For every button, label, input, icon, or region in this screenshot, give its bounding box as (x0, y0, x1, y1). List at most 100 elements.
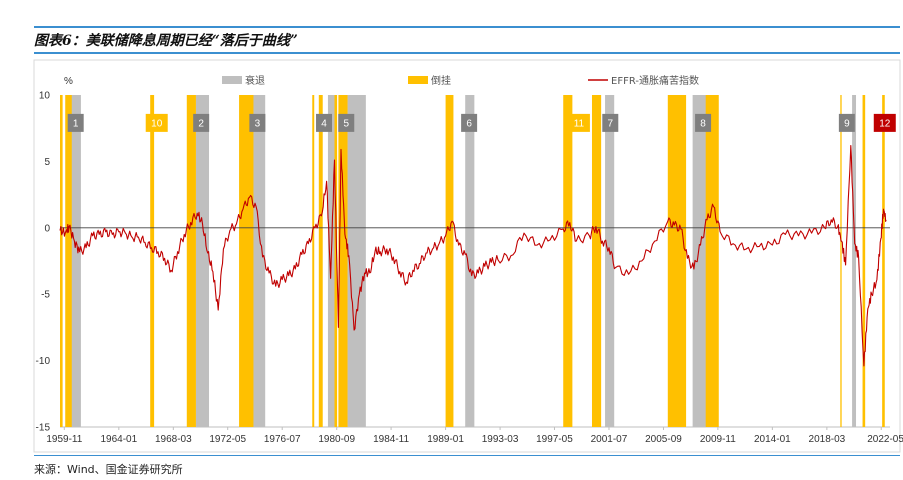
badge-label: 11 (574, 118, 585, 129)
recession-band (70, 95, 81, 427)
badge-box (67, 113, 84, 132)
inversion-band (882, 95, 885, 427)
inversion-band (862, 95, 866, 427)
badge-box (838, 113, 855, 132)
badge-label: 1 (73, 118, 79, 129)
inversion-band (667, 95, 687, 427)
y-axis: 10 5 0 -5 -10 -15% (36, 76, 73, 434)
legend-swatch (408, 76, 428, 84)
x-tick-label: 1980-09 (318, 434, 355, 445)
y-tick-label: -5 (41, 290, 50, 301)
badge-label: 6 (466, 118, 472, 129)
x-tick-label: 2014-01 (754, 434, 791, 445)
legend-item: EFFR-通胀痛苦指数 (588, 74, 699, 87)
badge-box (461, 113, 478, 132)
badge: 2 (193, 113, 210, 132)
x-tick-label: 1989-01 (427, 434, 464, 445)
x-tick-label: 1976-07 (264, 434, 301, 445)
inversion-band (239, 95, 254, 427)
x-tick-label: 1972-05 (209, 434, 246, 445)
badge: 1 (67, 113, 84, 132)
inversion-band (334, 95, 338, 427)
badge-label: 7 (608, 118, 614, 129)
series-line (59, 144, 887, 367)
legend-item: 衰退 (222, 74, 265, 87)
x-tick-label: 1968-03 (155, 434, 192, 445)
source-note: 来源：Wind、国金证券研究所 (34, 463, 183, 476)
badge: 6 (461, 113, 478, 132)
y-tick-label: 5 (44, 157, 50, 168)
recession-band (465, 95, 475, 427)
inversion-band (563, 95, 573, 427)
badge-label: 5 (343, 118, 349, 129)
badge: 4 (316, 113, 333, 132)
y-tick-label: 0 (44, 223, 50, 234)
period-badges: 1 10 2 3 4 5 6 11 7 8 9 12 (67, 113, 896, 132)
badge: 7 (602, 113, 619, 132)
inversion-band (840, 95, 842, 427)
badge-label: 12 (879, 118, 891, 129)
inversion-band (591, 95, 602, 427)
badge-box (316, 113, 333, 132)
badge: 10 (145, 113, 168, 132)
series-path (59, 144, 887, 367)
inversion-band (312, 95, 315, 427)
y-axis-unit: % (64, 76, 73, 87)
x-tick-label: 1993-03 (482, 434, 519, 445)
badge-label: 10 (151, 118, 163, 129)
y-tick-label: -15 (36, 423, 51, 434)
badge-label: 8 (700, 118, 706, 129)
x-tick-label: 1997-05 (536, 434, 573, 445)
recession-band (852, 95, 857, 427)
x-axis: 1959-11 1964-01 1968-03 1972-05 1976-07 1980-… (46, 427, 903, 445)
y-tick-label: 10 (39, 91, 51, 102)
x-tick-label: 1959-11 (46, 434, 82, 445)
inversion-band (705, 95, 719, 427)
x-tick-label: 2001-07 (591, 434, 628, 445)
badge-box (249, 113, 266, 132)
badge: 12 (873, 113, 896, 132)
badge-label: 3 (255, 118, 261, 129)
badge-box (338, 113, 355, 132)
chart-border (33, 59, 901, 453)
bottom-rule (34, 455, 900, 456)
x-tick-label: 2018-03 (809, 434, 846, 445)
inversion-band (186, 95, 196, 427)
inversion-bands (60, 95, 885, 427)
figure-title: 图表6：美联储降息周期已经“落后于曲线” (34, 30, 900, 54)
badge-box (873, 113, 896, 132)
x-tick-label: 1964-01 (100, 434, 137, 445)
recession-band (195, 95, 210, 427)
badge: 9 (838, 113, 855, 132)
badge-box (695, 113, 712, 132)
badge: 3 (249, 113, 266, 132)
inversion-band (150, 95, 155, 427)
badge: 11 (567, 113, 590, 132)
x-tick-label: 1984-11 (373, 434, 409, 445)
badge-label: 2 (198, 118, 204, 129)
inversion-band (65, 95, 72, 427)
top-rule (34, 26, 900, 28)
legend-label: 倒挂 (431, 74, 451, 87)
recession-band (605, 95, 615, 427)
badge-box (145, 113, 168, 132)
legend-label: EFFR-通胀痛苦指数 (611, 74, 699, 87)
inversion-band (60, 95, 63, 427)
y-tick-label: -10 (36, 356, 51, 367)
x-tick-label: 2022-05 (867, 434, 903, 445)
badge: 5 (338, 113, 355, 132)
badge-label: 9 (844, 118, 850, 129)
legend: 衰退 倒挂 EFFR-通胀痛苦指数 (222, 74, 699, 87)
legend-label: 衰退 (245, 74, 265, 87)
recession-band (347, 95, 366, 427)
inversion-band (318, 95, 323, 427)
badge: 8 (695, 113, 712, 132)
legend-item: 倒挂 (408, 74, 451, 87)
x-tick-label: 2009-11 (700, 434, 736, 445)
x-tick-label: 2005-09 (645, 434, 682, 445)
badge-label: 4 (321, 118, 327, 129)
inversion-band (445, 95, 454, 427)
badge-box (602, 113, 619, 132)
badge-box (193, 113, 210, 132)
